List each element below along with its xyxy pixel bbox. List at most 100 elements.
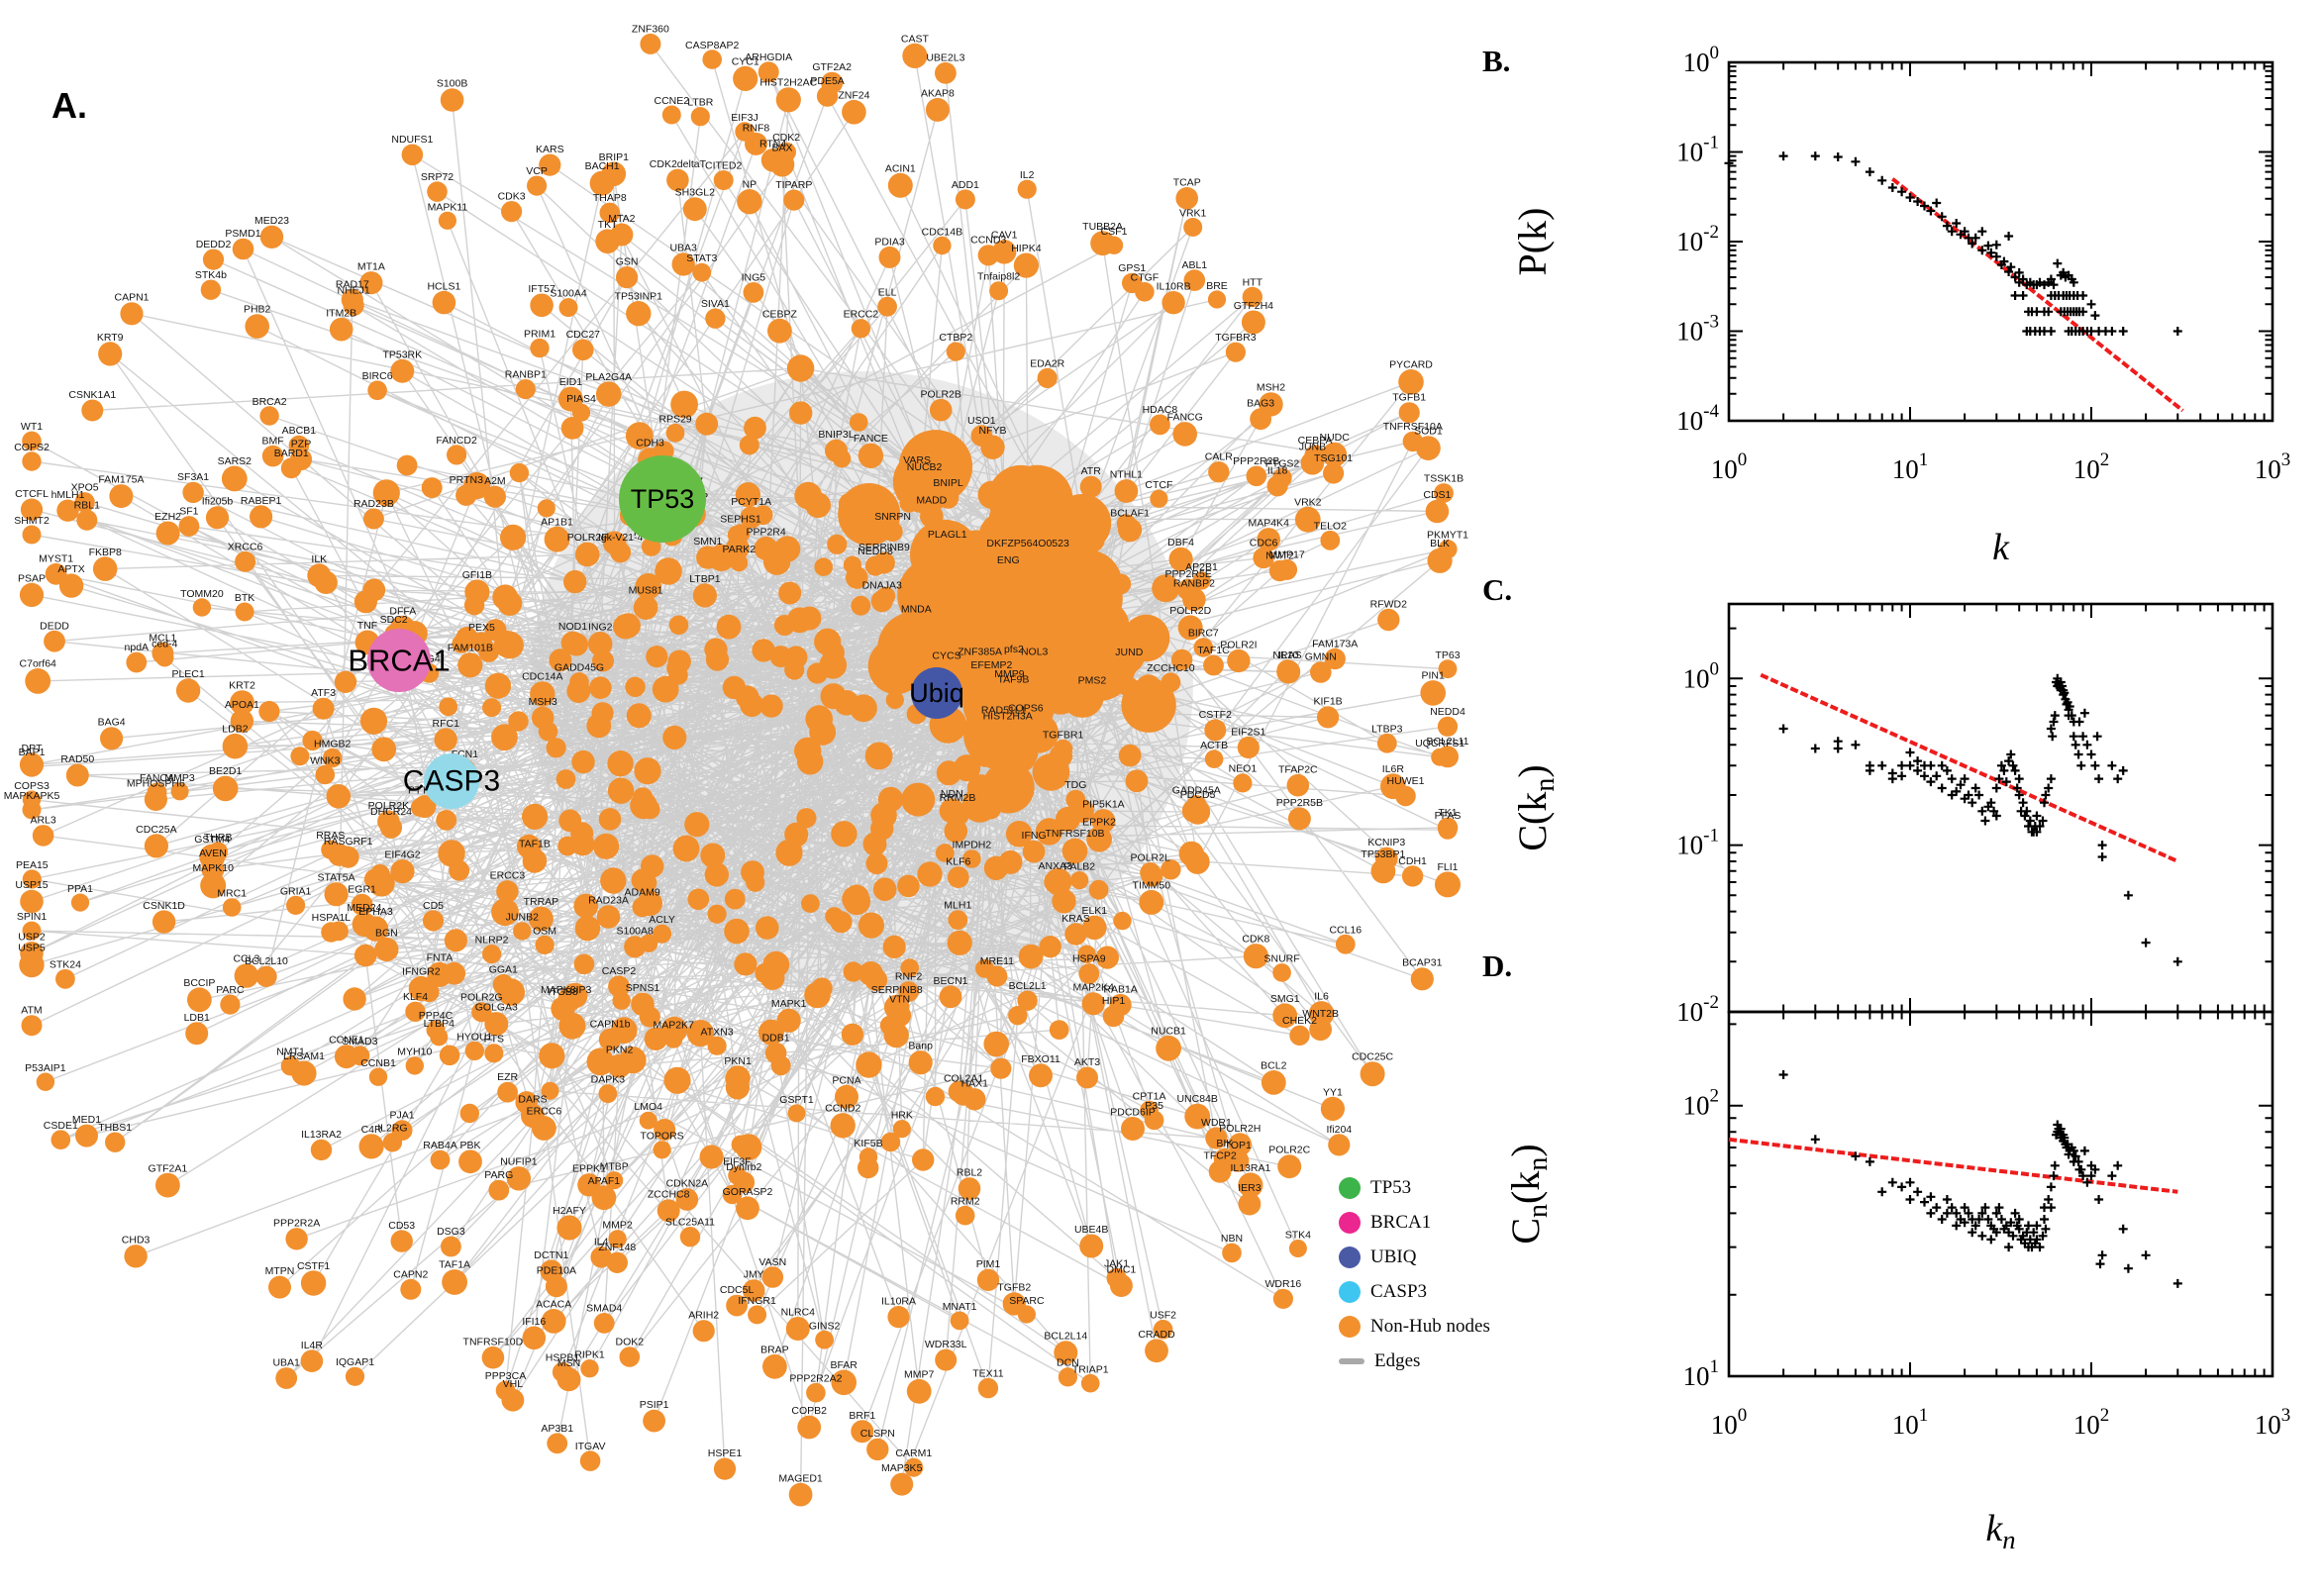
non-hub-node — [866, 1438, 889, 1461]
non-hub-node — [45, 562, 67, 585]
non-hub-node — [1323, 462, 1345, 484]
axis-tick-label: 10-2 — [1676, 222, 1719, 256]
panel-d-label: D. — [1482, 948, 1513, 983]
node-label: ABCB1 — [282, 425, 317, 437]
non-hub-node — [925, 1086, 946, 1107]
node-label: POLR2B — [920, 388, 960, 400]
node-label: TAF1C — [1197, 645, 1230, 656]
non-hub-node — [999, 678, 1020, 698]
non-hub-node — [1416, 436, 1441, 460]
non-hub-node — [983, 1031, 1009, 1057]
node-label: EPPK1 — [572, 1163, 606, 1175]
non-hub-node — [939, 985, 962, 1009]
non-hub-node — [1170, 648, 1193, 671]
non-hub-node — [192, 598, 212, 617]
non-hub-node — [374, 937, 399, 962]
non-hub-node — [977, 480, 1006, 509]
node-label: C4R — [361, 1124, 382, 1136]
non-hub-node — [315, 764, 336, 785]
non-hub-node — [126, 651, 148, 673]
non-hub-node — [44, 630, 65, 652]
non-hub-node — [858, 912, 885, 939]
node-label: EDA2R — [1030, 357, 1064, 369]
node-label: USF2 — [1150, 1310, 1176, 1322]
non-hub-node — [851, 595, 871, 616]
node-label: PRIM1 — [524, 328, 556, 340]
node-label: CCL16 — [1329, 924, 1362, 936]
axis-tick-label: 102 — [2073, 1405, 2110, 1440]
non-hub-node — [147, 782, 167, 803]
non-hub-node — [610, 542, 632, 563]
non-hub-node — [746, 872, 765, 892]
node-label: PARC — [216, 984, 245, 996]
node-label: AP1B1 — [541, 516, 573, 528]
non-hub-node — [371, 737, 397, 762]
non-hub-node — [783, 189, 805, 211]
non-hub-node — [887, 172, 913, 198]
non-hub-node — [574, 542, 600, 567]
non-hub-node — [492, 973, 514, 996]
non-hub-node — [1146, 697, 1173, 725]
legend-node-swatch — [1339, 1246, 1361, 1268]
node-label: PDE10A — [537, 1265, 576, 1277]
non-hub-node — [935, 61, 957, 84]
node-label: VCP — [526, 165, 548, 177]
non-hub-node — [310, 1139, 333, 1161]
fit-line — [1891, 177, 2184, 413]
non-hub-node — [1266, 475, 1288, 497]
non-hub-node — [396, 454, 418, 476]
non-hub-node — [547, 1433, 568, 1454]
non-hub-node — [1320, 1096, 1345, 1121]
node-label: RNF8 — [743, 122, 770, 134]
node-label: SHMT2 — [14, 515, 50, 527]
non-hub-node — [998, 849, 1023, 874]
non-hub-node — [405, 1056, 424, 1075]
non-hub-node — [1222, 1243, 1242, 1263]
node-label: CDS1 — [1423, 489, 1451, 501]
node-label: STAT5A — [318, 872, 355, 884]
non-hub-node — [912, 1148, 935, 1171]
node-label: GADD45A — [1172, 785, 1221, 797]
node-label: TKT — [598, 219, 618, 231]
axis-tick-label: 100 — [1683, 658, 1720, 693]
node-label: PCYT1A — [731, 496, 771, 508]
non-hub-node — [948, 910, 968, 930]
node-label: APTX — [57, 563, 84, 575]
non-hub-node — [430, 1028, 449, 1047]
node-label: CAPN1 — [114, 292, 149, 304]
node-label: Ifi205b — [202, 496, 234, 508]
non-hub-node — [906, 1378, 932, 1404]
node-label: HSPE1 — [708, 1447, 743, 1459]
hub-node-brca1 — [367, 629, 431, 692]
non-hub-node — [593, 833, 620, 859]
node-label: H2AFY — [553, 1205, 586, 1217]
non-hub-node — [675, 1188, 699, 1211]
non-hub-node — [890, 1472, 914, 1496]
non-hub-node — [835, 1084, 858, 1109]
non-hub-node — [232, 238, 254, 260]
non-hub-node — [1053, 739, 1073, 759]
non-hub-node — [556, 769, 576, 789]
node-label: LTBP4 — [424, 1018, 454, 1030]
node-label: AKAP8 — [921, 87, 955, 99]
node-label: NDUFS1 — [391, 134, 433, 146]
node-label: NEDD4 — [1430, 706, 1465, 718]
non-hub-node — [1185, 799, 1211, 825]
non-hub-node — [322, 748, 343, 768]
node-label: KCNIP3 — [1367, 837, 1405, 848]
node-label: UBA3 — [669, 243, 697, 254]
non-hub-node — [764, 1042, 787, 1064]
non-hub-node — [744, 416, 766, 440]
hub-node-casp3 — [424, 753, 479, 809]
non-hub-node — [441, 1236, 461, 1257]
node-label: CDH1 — [1398, 855, 1427, 867]
non-hub-node — [734, 952, 758, 976]
non-hub-node — [74, 492, 95, 513]
non-hub-node — [899, 650, 925, 676]
node-label: COPS6 — [1008, 703, 1044, 715]
node-label: POLR2K — [368, 800, 409, 812]
node-label: KLF6 — [946, 856, 970, 868]
non-hub-node — [255, 965, 277, 987]
node-label: GRIA1 — [280, 885, 312, 897]
